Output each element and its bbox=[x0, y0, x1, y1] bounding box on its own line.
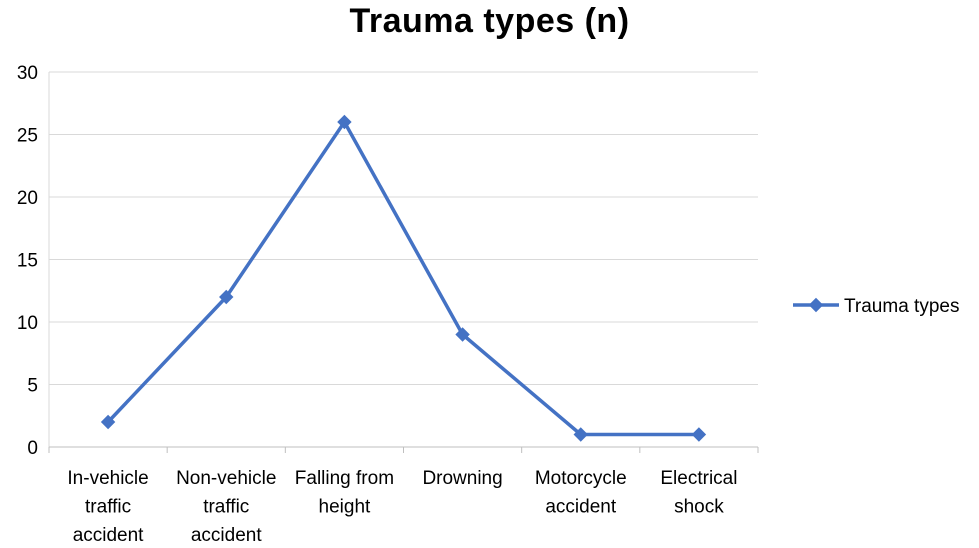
x-tick-label-line: Non-vehicle bbox=[176, 468, 276, 489]
x-tick-label: Drowning bbox=[422, 468, 502, 489]
x-tick-label-line: Drowning bbox=[422, 468, 502, 489]
data-point-marker bbox=[100, 414, 116, 430]
legend-label: Trauma types bbox=[844, 296, 959, 317]
chart-title: Trauma types (n) bbox=[349, 2, 630, 40]
y-tick-label: 15 bbox=[17, 251, 38, 272]
x-tick-label-line: Motorcycle bbox=[535, 468, 627, 489]
x-tick-label-line: accident bbox=[73, 525, 144, 546]
x-tick-label-line: In-vehicle bbox=[67, 468, 148, 489]
x-tick-label-line: Electrical bbox=[660, 468, 737, 489]
x-axis-tick-labels: In-vehicle traffic accident Non-vehicle traf… bbox=[67, 468, 737, 546]
data-point-marker bbox=[691, 427, 707, 442]
y-tick-label: 10 bbox=[17, 313, 38, 334]
x-tick-label-line: accident bbox=[191, 525, 262, 546]
data-point-marker bbox=[337, 114, 352, 130]
gridlines bbox=[49, 71, 758, 385]
y-tick-label: 30 bbox=[17, 63, 38, 84]
y-tick-label: 0 bbox=[27, 438, 38, 459]
data-point-marker bbox=[219, 289, 234, 305]
axes bbox=[48, 72, 759, 453]
data-point-marker bbox=[573, 427, 588, 442]
data-point-marker bbox=[455, 327, 470, 342]
x-tick-label: In-vehicle traffic accident bbox=[67, 468, 148, 546]
y-tick-label: 25 bbox=[17, 126, 38, 147]
x-tick-label-line: traffic bbox=[85, 497, 131, 518]
x-tick-label-line: Falling from bbox=[295, 468, 394, 489]
y-tick-label: 5 bbox=[27, 376, 38, 397]
x-tick-label: Motorcycle accident bbox=[535, 468, 627, 518]
x-tick-label: Non-vehicle traffic accident bbox=[176, 468, 276, 546]
y-axis-tick-labels: 0 5 10 15 20 25 30 bbox=[17, 63, 38, 459]
x-tick-label-line: traffic bbox=[203, 497, 249, 518]
series-line bbox=[106, 120, 699, 437]
x-tick-label-line: shock bbox=[674, 497, 724, 518]
series-layer bbox=[100, 114, 707, 442]
x-tick-label: Falling from height bbox=[295, 468, 394, 518]
x-tick-label-line: accident bbox=[545, 497, 616, 518]
legend: Trauma types bbox=[793, 296, 959, 317]
x-tick-label: Electrical shock bbox=[660, 468, 737, 518]
y-tick-label: 20 bbox=[17, 188, 38, 209]
legend-marker bbox=[808, 297, 824, 313]
x-tick-label-line: height bbox=[319, 497, 371, 518]
